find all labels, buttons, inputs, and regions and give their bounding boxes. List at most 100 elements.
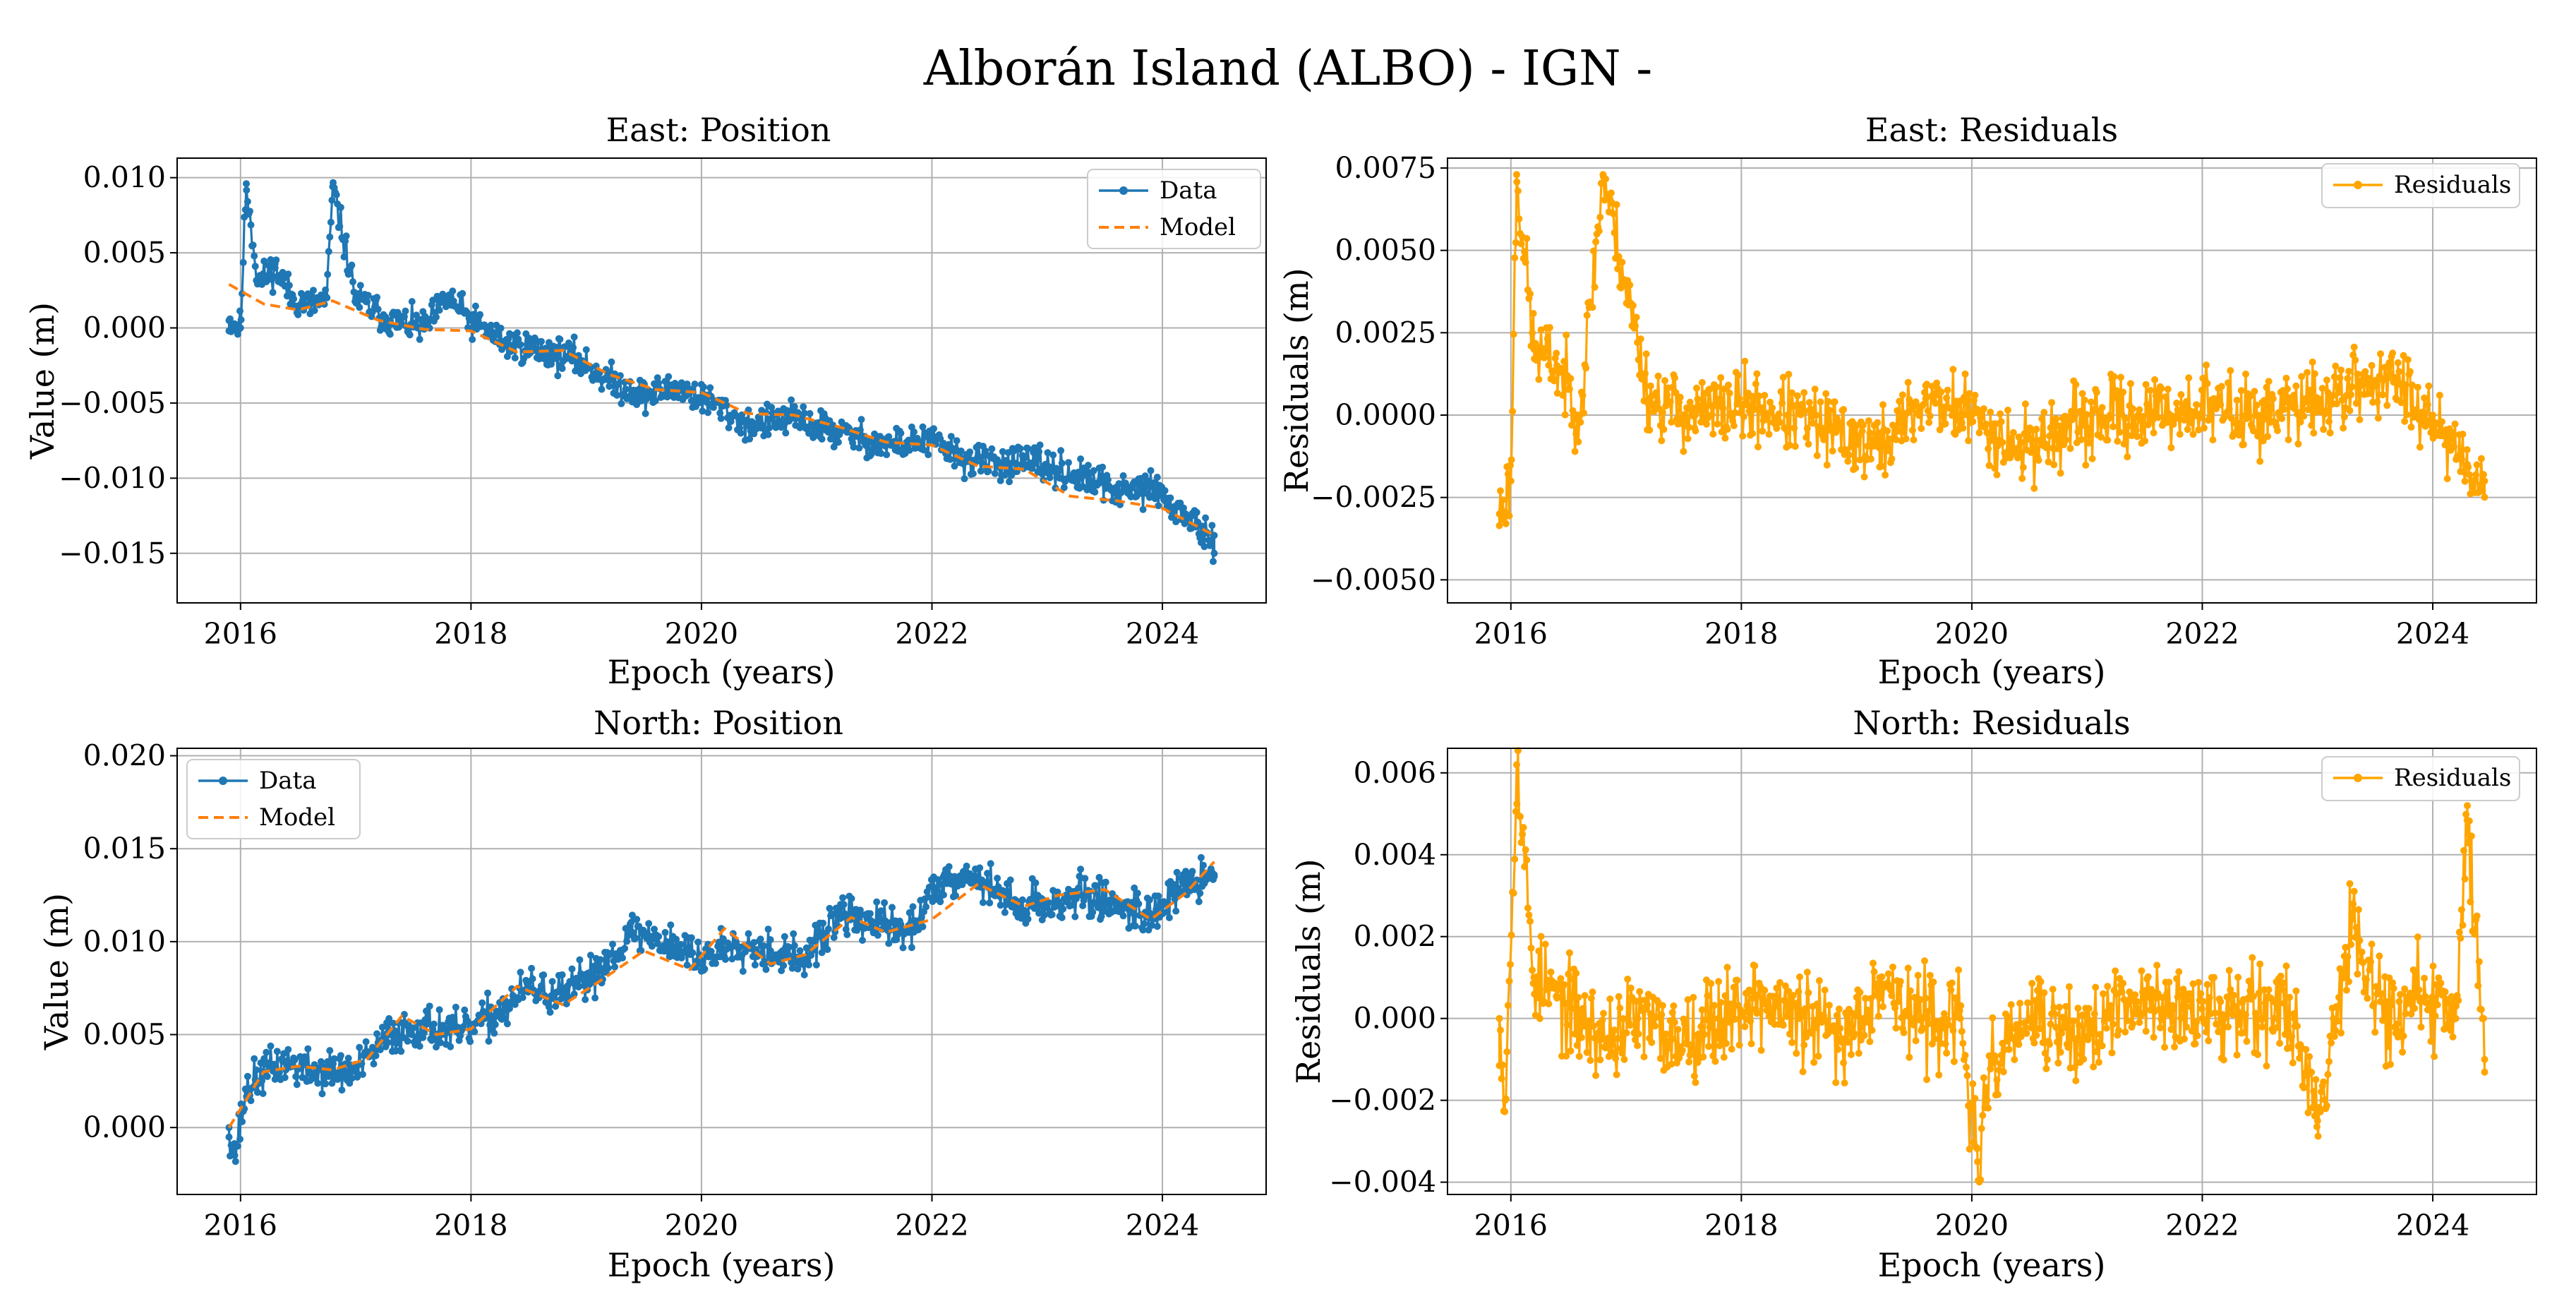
data-point	[1692, 427, 1699, 435]
data-point	[2371, 1029, 2379, 1036]
data-point	[1151, 495, 1159, 503]
data-point	[281, 1074, 289, 1082]
data-point	[613, 391, 621, 399]
data-point	[905, 928, 913, 936]
data-point	[1210, 873, 1218, 880]
data-point	[1700, 1031, 1708, 1038]
data-point	[2112, 990, 2120, 998]
data-point	[2102, 1024, 2110, 1032]
data-point	[1726, 1018, 1733, 1026]
data-point	[2188, 1027, 2196, 1035]
data-point	[855, 444, 863, 452]
data-point	[1951, 994, 1959, 1002]
data-point	[1648, 1038, 1656, 1046]
data-point	[2462, 810, 2470, 818]
data-point	[1534, 344, 1541, 352]
data-point	[1812, 1024, 1820, 1031]
legend: Residuals	[2321, 756, 2520, 801]
data-point	[1876, 444, 1884, 452]
data-point	[786, 943, 793, 951]
data-point	[1925, 419, 1933, 426]
data-point	[2201, 1019, 2209, 1027]
data-point	[452, 1003, 459, 1011]
data-point	[691, 381, 699, 388]
data-point	[2088, 455, 2096, 462]
data-point	[2090, 1010, 2098, 1018]
x-tick-label: 2022	[2165, 617, 2239, 651]
data-point	[1865, 417, 1872, 425]
data-point	[848, 894, 855, 902]
data-point	[1728, 1046, 1735, 1053]
data-point	[706, 384, 714, 392]
data-point	[1852, 465, 1860, 472]
data-point	[435, 1006, 443, 1014]
data-point	[1959, 424, 1967, 432]
data-point	[2003, 1037, 2011, 1045]
data-point	[2345, 368, 2352, 375]
data-point	[340, 253, 348, 260]
data-point	[1613, 1071, 1620, 1079]
data-point	[1822, 390, 1830, 397]
data-point	[2081, 396, 2088, 404]
data-point	[1075, 468, 1082, 476]
data-point	[1939, 1024, 1947, 1032]
data-point	[1705, 1043, 1713, 1050]
data-point	[1786, 441, 1793, 449]
data-point	[2332, 1026, 2340, 1034]
data-point	[2041, 1049, 2049, 1057]
data-point	[1608, 1048, 1616, 1056]
data-point	[2058, 1029, 2066, 1037]
data-point	[1600, 1010, 1607, 1017]
data-point	[1709, 1052, 1717, 1060]
x-axis-label: Epoch (years)	[608, 1246, 836, 1284]
data-point	[260, 257, 268, 265]
data-point	[386, 330, 394, 338]
data-point	[2014, 454, 2021, 462]
data-point	[1071, 913, 1079, 921]
data-point	[757, 935, 764, 943]
data-point	[2321, 1096, 2328, 1103]
data-point	[239, 258, 247, 266]
data-point	[373, 294, 381, 301]
data-point	[2289, 1059, 2297, 1067]
data-point	[1575, 438, 1582, 445]
data-point	[2053, 1038, 2061, 1046]
data-point	[1878, 973, 1886, 981]
data-point	[1947, 986, 1955, 994]
data-point	[1753, 370, 1761, 378]
data-point	[750, 939, 758, 947]
data-point	[2028, 436, 2036, 444]
data-point	[1985, 1104, 1992, 1112]
data-point	[1670, 1002, 1678, 1010]
data-point	[780, 961, 788, 969]
data-point	[1743, 1002, 1751, 1010]
data-point	[553, 354, 560, 362]
data-point	[1727, 1000, 1735, 1008]
data-point	[1614, 265, 1622, 272]
data-point	[818, 436, 826, 443]
data-point	[263, 1048, 270, 1056]
data-point	[1571, 448, 1579, 455]
data-point	[538, 982, 545, 990]
data-point	[1618, 1049, 1626, 1057]
data-point	[1654, 398, 1661, 406]
data-point	[1182, 868, 1190, 875]
data-point	[1983, 429, 1991, 436]
data-point	[1793, 1050, 1800, 1058]
data-point	[1943, 1049, 1951, 1057]
data-point	[359, 1070, 366, 1078]
data-point	[1884, 427, 1891, 435]
data-point	[2347, 941, 2355, 948]
data-point	[2193, 1018, 2201, 1026]
data-point	[2460, 846, 2467, 854]
data-point	[1896, 978, 1904, 986]
data-point	[260, 1055, 268, 1062]
data-point	[1563, 1053, 1570, 1060]
data-point	[1933, 379, 1941, 387]
data-point	[2093, 1048, 2100, 1055]
data-point	[1522, 258, 1529, 266]
data-point	[1813, 452, 1821, 460]
figure-title: Alborán Island (ALBO) - IGN -	[923, 41, 1653, 97]
data-point	[2086, 430, 2094, 438]
